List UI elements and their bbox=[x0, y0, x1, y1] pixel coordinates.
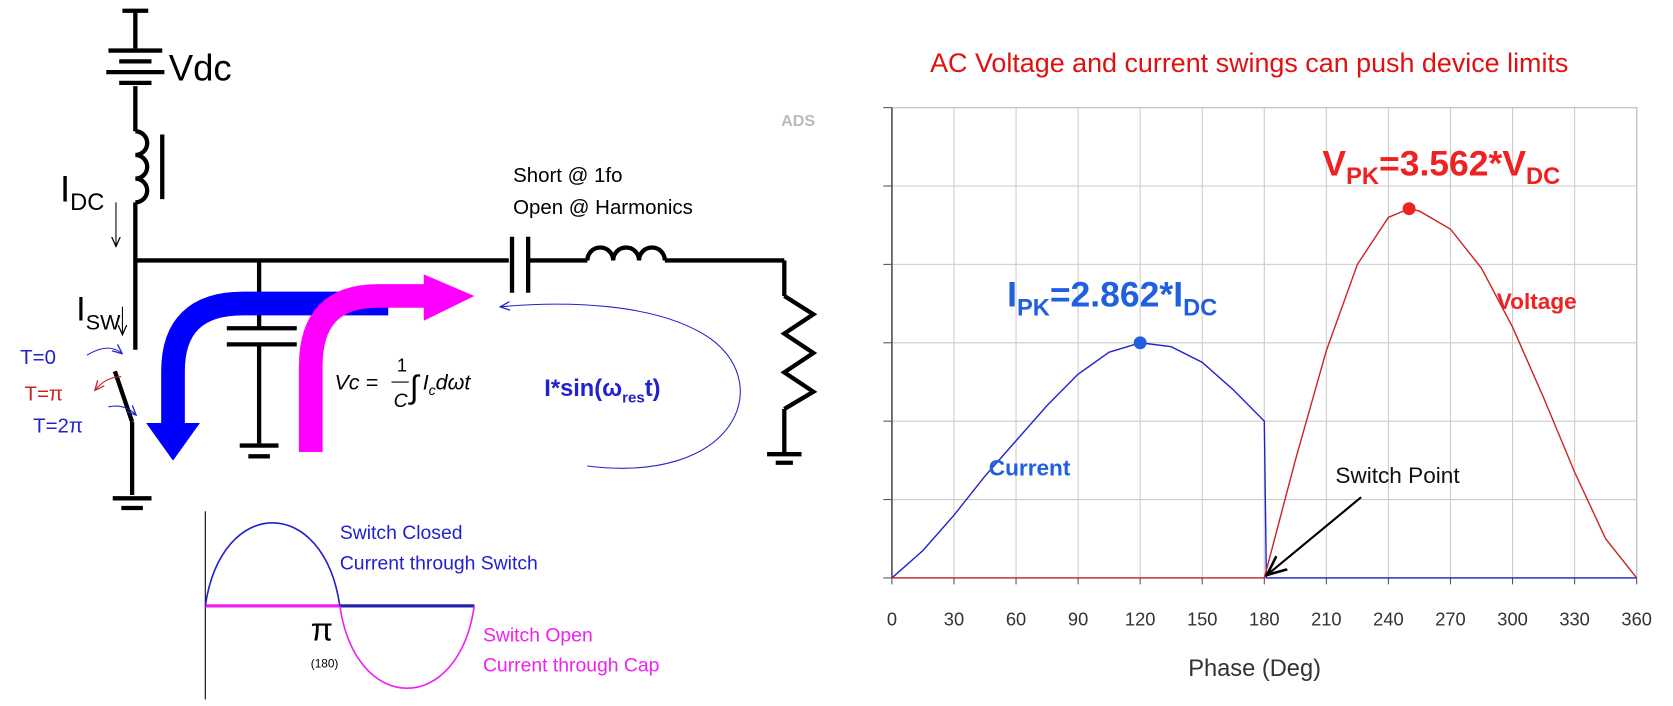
annotation: Switch Point bbox=[1335, 463, 1460, 488]
x-tick-label: 0 bbox=[887, 608, 897, 629]
label: π bbox=[311, 611, 333, 647]
peak-label-part: V bbox=[1322, 143, 1346, 183]
series-line bbox=[891, 342, 1637, 579]
diagram-labels: Vdc IDC ISW T=0 T=π T=2π Short @ 1fo Ope… bbox=[20, 48, 815, 677]
x-tick-label: 150 bbox=[1187, 608, 1218, 629]
x-tick-label: 30 bbox=[944, 608, 964, 629]
label: dωt bbox=[436, 371, 472, 395]
x-tick-label: 120 bbox=[1125, 608, 1156, 629]
label: I*sin(ωrest) bbox=[544, 376, 660, 406]
label: ISW bbox=[76, 291, 121, 335]
label: Vc = bbox=[334, 371, 378, 395]
x-tick-label: 210 bbox=[1311, 608, 1342, 629]
peak-label-part: DC bbox=[1526, 164, 1560, 190]
x-axis-label: Phase (Deg) bbox=[1188, 656, 1321, 682]
label: ADS bbox=[781, 112, 815, 130]
label: Switch Open bbox=[483, 624, 593, 646]
series-label: Current bbox=[989, 456, 1071, 481]
label: 1 bbox=[397, 354, 407, 375]
x-tick-label: 360 bbox=[1621, 608, 1652, 629]
peak-marker bbox=[1133, 336, 1147, 350]
label: I bbox=[423, 371, 429, 395]
label: c bbox=[429, 382, 436, 398]
plot: 0 30 60 90 120 150 180 210 240 270 300 330 360 Curren… bbox=[883, 107, 1652, 629]
label: Vdc bbox=[169, 48, 232, 89]
label: ∫ bbox=[408, 369, 421, 405]
waveform bbox=[204, 511, 476, 700]
peak-label-part: DC bbox=[1183, 295, 1217, 321]
peak-label-part: I bbox=[1007, 275, 1017, 315]
peak-label-part: PK bbox=[1017, 295, 1050, 321]
label: Switch Closed bbox=[340, 522, 463, 544]
label: T=0 bbox=[20, 346, 56, 369]
x-tick-label: 270 bbox=[1435, 608, 1466, 629]
label: T=π bbox=[24, 382, 63, 405]
peak-label: VPK=3.562*VDC bbox=[1322, 143, 1560, 190]
label: Current through Switch bbox=[340, 552, 538, 574]
current-arrows bbox=[86, 202, 741, 469]
label: Current through Cap bbox=[483, 655, 659, 677]
x-tick-label: 330 bbox=[1559, 608, 1590, 629]
label: T=2π bbox=[33, 415, 83, 438]
peak-label-part: =3.562*V bbox=[1379, 143, 1526, 183]
x-tick-label: 60 bbox=[1006, 608, 1026, 629]
x-tick-label: 300 bbox=[1497, 608, 1528, 629]
series-line bbox=[891, 208, 1638, 579]
label: C bbox=[394, 390, 409, 412]
label: (180) bbox=[311, 656, 339, 670]
formula: Vc = 1 C ∫ Icdωt bbox=[334, 354, 471, 412]
peak-label-part: PK bbox=[1346, 164, 1379, 190]
x-tick-label: 240 bbox=[1373, 608, 1404, 629]
peak-marker bbox=[1402, 202, 1416, 216]
label: Open @ Harmonics bbox=[513, 196, 693, 219]
peak-label: IPK=2.862*IDC bbox=[1007, 275, 1217, 322]
annotation-arrow bbox=[1269, 496, 1362, 573]
label: Short @ 1fo bbox=[513, 164, 622, 187]
label: IDC bbox=[60, 168, 104, 216]
circuit bbox=[106, 8, 818, 511]
chart-title: AC Voltage and current swings can push d… bbox=[930, 48, 1568, 78]
x-tick-label: 90 bbox=[1068, 608, 1088, 629]
x-tick-label: 180 bbox=[1249, 608, 1280, 629]
series-label: Voltage bbox=[1497, 289, 1577, 314]
svg-text:Icdωt: Icdωt bbox=[423, 371, 472, 398]
peak-label-part: =2.862*I bbox=[1050, 275, 1183, 315]
